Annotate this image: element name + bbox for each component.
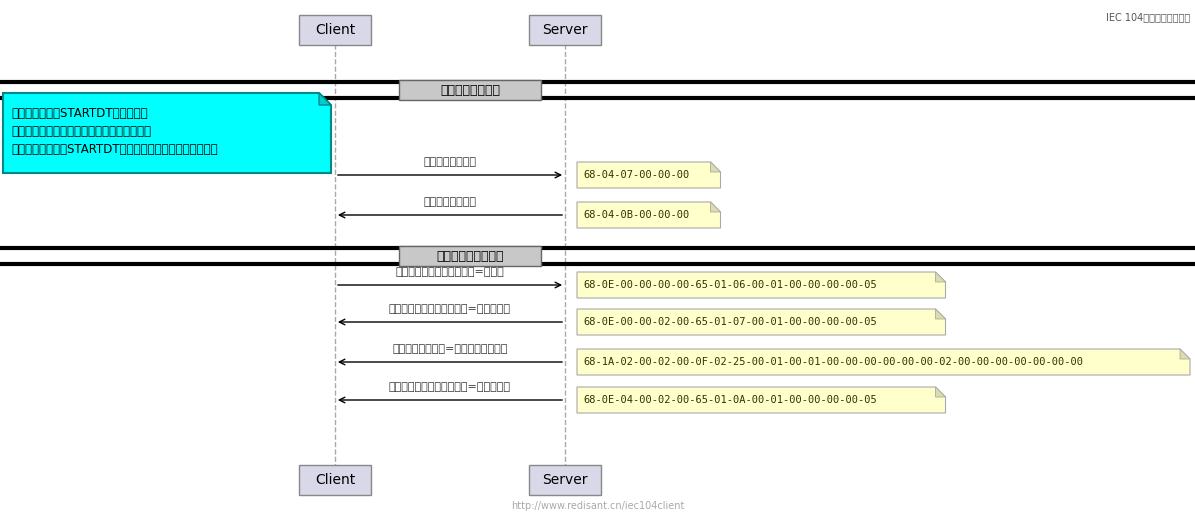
Text: Server: Server (543, 23, 588, 37)
Polygon shape (711, 162, 721, 172)
FancyBboxPatch shape (529, 465, 601, 495)
Polygon shape (936, 272, 945, 282)
Text: 68-0E-04-00-02-00-65-01-0A-00-01-00-00-00-00-05: 68-0E-04-00-02-00-65-01-0A-00-01-00-00-0… (583, 395, 877, 405)
FancyBboxPatch shape (299, 15, 370, 45)
Text: 68-04-0B-00-00-00: 68-04-0B-00-00-00 (583, 210, 690, 220)
FancyBboxPatch shape (399, 246, 541, 266)
Polygon shape (319, 93, 331, 105)
FancyBboxPatch shape (299, 465, 370, 495)
Text: 68-1A-02-00-02-00-0F-02-25-00-01-00-01-00-00-00-00-00-00-02-00-00-00-00-00-00-00: 68-1A-02-00-02-00-0F-02-25-00-01-00-01-0… (583, 357, 1083, 367)
FancyBboxPatch shape (399, 80, 541, 100)
Polygon shape (577, 349, 1190, 375)
FancyBboxPatch shape (529, 15, 601, 45)
Text: 计数量召唤命令（传输原因=激活终止）: 计数量召唤命令（传输原因=激活终止） (390, 382, 511, 392)
Polygon shape (577, 202, 721, 228)
Polygon shape (936, 387, 945, 397)
Text: 计数量召唤命令（传输原因=激活）: 计数量召唤命令（传输原因=激活） (396, 267, 504, 277)
Polygon shape (936, 309, 945, 319)
Text: 开始计数量召唤过程: 开始计数量召唤过程 (436, 250, 504, 263)
Polygon shape (577, 272, 945, 298)
Text: Server: Server (543, 473, 588, 487)
Polygon shape (4, 93, 331, 173)
Text: 68-0E-00-00-02-00-65-01-07-00-01-00-00-00-00-05: 68-0E-00-00-02-00-65-01-07-00-01-00-00-0… (583, 317, 877, 327)
Text: 68-0E-00-00-00-00-65-01-06-00-01-00-00-00-00-05: 68-0E-00-00-00-00-65-01-06-00-01-00-00-0… (583, 280, 877, 290)
Text: 开始数据传输确认: 开始数据传输确认 (423, 197, 477, 207)
Text: 累计量（传输原因=响应计数量召唤）: 累计量（传输原因=响应计数量召唤） (392, 344, 508, 354)
Polygon shape (577, 387, 945, 413)
Text: 开始数据传输过程: 开始数据传输过程 (440, 84, 500, 97)
Text: Client: Client (314, 23, 355, 37)
Polygon shape (1179, 349, 1190, 359)
Text: 从站初始化后，STARTDT必须总是在
来自被控站的任何用户数据传输开始前发送。
被控站只有在发送STARTDT确认后才能发送任何用户数据。: 从站初始化后，STARTDT必须总是在 来自被控站的任何用户数据传输开始前发送。… (11, 107, 217, 156)
Text: 开始数据传输激活: 开始数据传输激活 (423, 157, 477, 167)
Text: http://www.redisant.cn/iec104client: http://www.redisant.cn/iec104client (510, 501, 685, 511)
Polygon shape (711, 202, 721, 212)
Text: IEC 104计数量召唤时序图: IEC 104计数量召唤时序图 (1105, 12, 1190, 22)
Text: 计数量召唤命令（传输原因=激活确认）: 计数量召唤命令（传输原因=激活确认） (390, 304, 511, 314)
Text: 68-04-07-00-00-00: 68-04-07-00-00-00 (583, 170, 690, 180)
Polygon shape (577, 162, 721, 188)
Polygon shape (577, 309, 945, 335)
Text: Client: Client (314, 473, 355, 487)
